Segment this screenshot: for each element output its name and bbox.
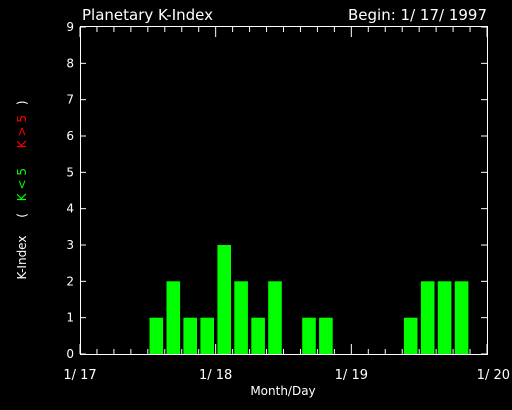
y-tick-label: 7 [66, 93, 74, 107]
bar-slot-10 [251, 317, 265, 354]
y-axis-paren: ( [15, 213, 29, 218]
x-tick-label: 1/ 18 [199, 368, 232, 383]
y-tick-label: 6 [66, 129, 74, 143]
bar-slot-7 [200, 317, 214, 354]
bar-slot-21 [437, 281, 452, 354]
y-axis-label: K-Index [15, 236, 29, 280]
plot-frame [80, 26, 488, 355]
y-tick-label: 3 [66, 238, 74, 252]
bar-slot-11 [268, 281, 282, 354]
y-tick-label: 0 [66, 347, 74, 361]
x-tick-label: 1/ 17 [63, 368, 96, 383]
bar-slot-4 [149, 317, 164, 354]
x-tick-label: 1/ 20 [477, 368, 510, 383]
y-tick-label: 5 [66, 165, 74, 179]
bar-slot-6 [183, 317, 197, 354]
bar-slot-5 [166, 281, 181, 354]
y-tick-label: 2 [66, 274, 74, 288]
y-tick-label: 1 [66, 311, 74, 325]
bar-slot-20 [420, 281, 435, 354]
bar-slot-8 [217, 245, 231, 354]
bar-slot-22 [454, 281, 469, 354]
bar-slot-19 [403, 317, 418, 354]
x-tick-label: 1/ 19 [335, 368, 368, 383]
y-tick-label: 4 [66, 202, 74, 216]
y-axis-paren-close: ) [15, 100, 29, 105]
y-axis-label-group: K-Index ( K < 5 K > 5 ) [15, 100, 29, 279]
y-axis-legend-high: K > 5 [15, 115, 29, 148]
y-tick-label: 8 [66, 56, 74, 70]
begin-date-label: Begin: 1/ 17/ 1997 [348, 6, 487, 24]
y-axis-legend-low: K < 5 [15, 168, 29, 201]
bar-slot-13 [302, 317, 316, 354]
y-axis-group: 0 1 2 3 4 5 6 7 8 9 [66, 20, 487, 361]
bar-slot-14 [319, 317, 333, 354]
chart-title: Planetary K-Index [82, 6, 213, 24]
x-axis-group: 1/ 17 1/ 18 1/ 19 1/ 20 [63, 27, 510, 383]
svg-text:K-Index ( K < 5: K-Index ( K < 5 K > 5 ) [15, 100, 29, 279]
bar-slot-9 [234, 281, 248, 354]
bars-group [149, 245, 469, 354]
y-tick-label: 9 [66, 20, 74, 34]
x-axis-label: Month/Day [250, 384, 315, 398]
